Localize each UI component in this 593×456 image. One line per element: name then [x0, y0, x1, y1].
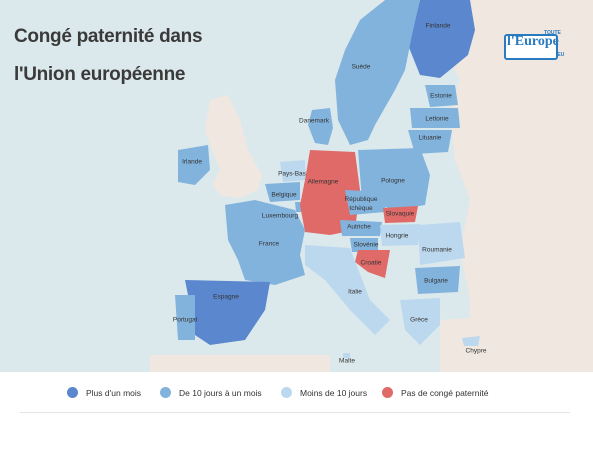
country-allemagne[interactable] — [300, 150, 360, 235]
label-luxembourg: Luxembourg — [261, 212, 299, 220]
country-france[interactable] — [225, 200, 305, 285]
legend-label: De 10 jours à un mois — [179, 387, 262, 398]
label-suede: Suède — [351, 63, 371, 71]
label-pays-bas: Pays-Bas — [278, 170, 306, 178]
legend-swatch — [160, 387, 171, 398]
divider — [20, 412, 570, 413]
legend-swatch — [382, 387, 393, 398]
country-portugal[interactable] — [175, 295, 195, 340]
label-danemark: Danemark — [299, 117, 329, 125]
label-italie: Italie — [348, 288, 362, 296]
country-danemark[interactable] — [308, 108, 333, 145]
country-malte[interactable] — [343, 353, 350, 358]
map-title-line2: l'Union européenne — [14, 64, 186, 85]
country-croatie[interactable] — [355, 250, 390, 278]
label-estonie: Estonie — [430, 92, 452, 100]
country-irlande[interactable] — [178, 145, 210, 185]
label-portugal: Portugal — [172, 316, 198, 324]
country-finlande[interactable] — [408, 0, 475, 78]
label-slovenie: Slovénie — [353, 241, 379, 249]
europe-map — [0, 0, 593, 372]
legend-item-dix-jours-un-mois: De 10 jours à un mois — [160, 387, 262, 398]
legend-swatch — [281, 387, 292, 398]
label-espagne: Espagne — [213, 293, 239, 301]
label-finlande: Finlande — [425, 22, 451, 30]
label-slovaquie: Slovaquie — [385, 210, 415, 218]
label-lituanie: Lituanie — [418, 134, 442, 142]
country-slovenie[interactable] — [350, 238, 378, 252]
country-estonie[interactable] — [425, 85, 458, 107]
country-lituanie[interactable] — [408, 130, 452, 154]
label-grece: Grèce — [410, 316, 428, 324]
country-pays-bas — [280, 160, 306, 182]
label-hongrie: Hongrie — [385, 232, 409, 240]
country-autriche[interactable] — [340, 220, 382, 236]
label-allemagne: Allemagne — [307, 178, 339, 186]
country-roumanie[interactable] — [418, 222, 465, 265]
label-irlande: Irlande — [182, 158, 202, 166]
legend-item-plus-un-mois: Plus d'un mois — [67, 387, 141, 398]
label-tchequie: République tchèque — [344, 196, 378, 212]
country-italie[interactable] — [305, 245, 390, 335]
label-lettonie: Lettonie — [425, 115, 449, 123]
label-autriche: Autriche — [347, 223, 371, 231]
map-legend: Plus d'un mois De 10 jours à un mois Moi… — [0, 382, 593, 404]
legend-label: Pas de congé paternité — [401, 387, 489, 398]
label-roumanie: Roumanie — [422, 246, 452, 254]
label-pologne: Pologne — [381, 177, 405, 185]
label-france: France — [258, 240, 280, 248]
label-chypre: Chypre — [465, 347, 487, 355]
legend-item-aucun: Pas de congé paternité — [382, 387, 488, 398]
country-tchequie[interactable] — [345, 190, 385, 215]
logo-main: l'Europe — [507, 34, 559, 49]
country-bulgarie[interactable] — [415, 266, 460, 294]
country-chypre[interactable] — [462, 336, 480, 346]
country-hongrie[interactable] — [380, 224, 420, 246]
legend-label: Plus d'un mois — [86, 387, 142, 398]
toute-leurope-logo: l'Europe TOUTE .EU — [504, 30, 570, 64]
legend-label: Moins de 10 jours — [300, 387, 368, 398]
country-belgique[interactable] — [265, 182, 300, 202]
logo-suffix: .EU — [556, 52, 565, 58]
label-croatie: Croatie — [360, 259, 382, 267]
country-grece[interactable] — [400, 298, 440, 345]
country-suede[interactable] — [335, 0, 420, 145]
country-espagne[interactable] — [185, 280, 270, 345]
label-malte: Malte — [339, 357, 355, 365]
non-eu-land — [150, 0, 593, 372]
label-bulgarie: Bulgarie — [424, 277, 448, 285]
legend-item-moins-dix-jours: Moins de 10 jours — [281, 387, 367, 398]
logo-top: TOUTE — [544, 30, 561, 36]
label-belgique: Belgique — [271, 191, 297, 199]
legend-swatch — [67, 387, 78, 398]
map-title-line1: Congé paternité dans — [14, 26, 203, 47]
country-slovaquie[interactable] — [383, 206, 418, 223]
country-lettonie[interactable] — [410, 108, 460, 128]
